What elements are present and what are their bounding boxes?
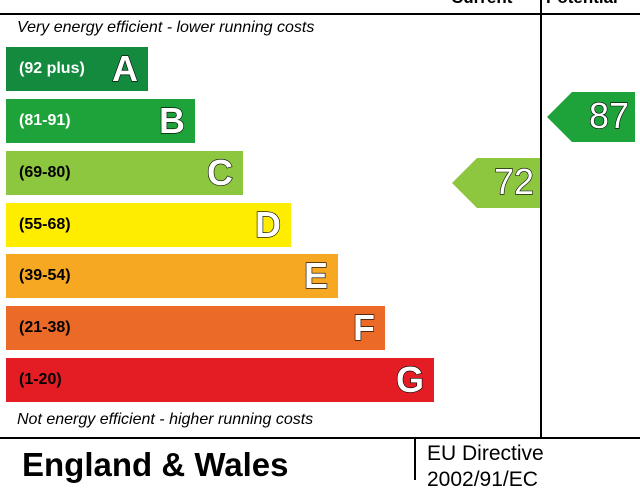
band-d-range: (55-68)	[19, 216, 71, 233]
band-e-letter: E	[303, 254, 328, 296]
band-f: (21-38) F	[6, 306, 385, 350]
band-d-letter: D	[254, 203, 281, 245]
current-column-header: Current	[451, 0, 512, 8]
current-rating-arrow: 72	[452, 158, 540, 208]
band-e: (39-54) E	[6, 254, 338, 298]
eu-directive: EU Directive 2002/91/EC	[427, 441, 544, 493]
current-rating-value: 72	[493, 160, 534, 202]
band-c-range: (69-80)	[19, 164, 71, 181]
band-g-range: (1-20)	[19, 371, 62, 388]
band-a-range: (92 plus)	[19, 60, 85, 77]
top-caption: Very energy efficient - lower running co…	[17, 19, 315, 36]
band-d: (55-68) D	[6, 203, 291, 247]
header-divider	[0, 13, 640, 15]
band-b-letter: B	[158, 99, 185, 141]
current-arrow-shape	[452, 158, 540, 208]
potential-rating-value: 87	[588, 94, 629, 136]
eu-directive-line2: 2002/91/EC	[427, 468, 538, 491]
band-g: (1-20) G	[6, 358, 434, 402]
band-g-letter: G	[395, 358, 424, 400]
potential-column-header: Potential	[546, 0, 618, 8]
band-c: (69-80) C	[6, 151, 243, 195]
band-b-range: (81-91)	[19, 112, 71, 129]
potential-arrow-polygon	[547, 92, 635, 142]
band-b: (81-91) B	[6, 99, 195, 143]
footer-divider	[0, 437, 640, 439]
footer-column-divider	[414, 437, 416, 480]
current-column-divider	[540, 0, 542, 439]
band-c-letter: C	[206, 151, 233, 193]
band-e-range: (39-54)	[19, 267, 71, 284]
potential-arrow-shape	[547, 92, 635, 142]
band-a: (92 plus) A	[6, 47, 148, 91]
current-arrow-polygon	[452, 158, 540, 208]
bottom-caption: Not energy efficient - higher running co…	[17, 411, 314, 428]
band-a-letter: A	[111, 47, 138, 89]
potential-rating-arrow: 87	[547, 92, 635, 142]
band-f-letter: F	[352, 306, 375, 348]
eu-directive-line1: EU Directive	[427, 442, 544, 465]
region-title: England & Wales	[22, 446, 289, 483]
band-f-range: (21-38)	[19, 319, 71, 336]
